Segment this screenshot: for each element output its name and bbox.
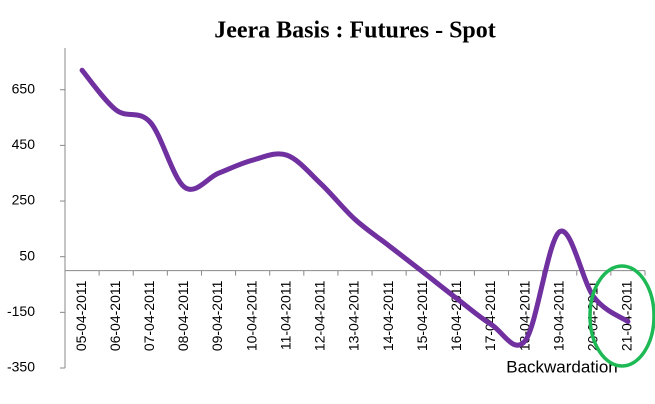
x-tick-label: 19-04-2011 [550,280,566,351]
x-tick-label: 09-04-2011 [209,280,225,351]
annotation: Backwardation [506,357,618,376]
y-tick-label: 450 [12,136,36,152]
x-tick-label: 17-04-2011 [482,280,498,351]
line-series [79,67,631,348]
x-tick-label: 10-04-2011 [243,280,259,351]
y-tick-label: 250 [12,192,36,208]
x-tick-label: 13-04-2011 [346,280,362,351]
y-tick-label: 650 [12,80,36,96]
x-tick-label: 21-04-2011 [619,280,635,351]
x-tick-label: 07-04-2011 [141,280,157,351]
x-tick-label: 14-04-2011 [380,280,396,351]
y-tick-label: -150 [7,303,35,319]
y-tick-label: 50 [19,247,35,263]
x-tick-label: 06-04-2011 [107,280,123,351]
x-tick-label: 15-04-2011 [414,280,430,351]
x-tick-label: 05-04-2011 [73,280,89,351]
x-tick-label: 12-04-2011 [312,280,328,351]
x-tick-label: 08-04-2011 [175,280,191,351]
chart-title: Jeera Basis : Futures - Spot [214,18,496,44]
highlight-ellipse [588,264,655,368]
x-tick-label: 11-04-2011 [277,280,293,350]
y-tick-label: -350 [7,359,35,375]
